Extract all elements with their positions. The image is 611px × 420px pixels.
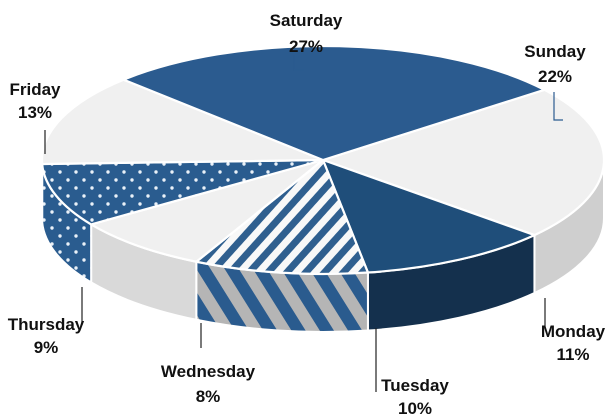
friday-value-label: 13% (18, 103, 52, 122)
tuesday-slice (195, 158, 370, 276)
saturday-value-label: 27% (289, 37, 323, 56)
pie-label-layer: Sunday 22% Monday 11% Tuesday 10% Wednesday 8% T… (8, 11, 606, 418)
wednesday-slice (90, 158, 325, 263)
sunday-leader-line (553, 92, 563, 121)
saturday-leader-line (293, 55, 304, 71)
monday-value-label: 11% (556, 345, 589, 364)
friday-label: Friday (9, 80, 61, 99)
monday-label: Monday (541, 322, 606, 341)
sunday-slice (321, 88, 606, 237)
thursday-value-label: 9% (34, 338, 59, 357)
saturday-slice (122, 44, 546, 162)
tuesday-value-label: 10% (398, 399, 432, 418)
wednesday-label: Wednesday (161, 362, 256, 381)
thursday-label: Thursday (8, 315, 85, 334)
friday-slice (40, 78, 325, 166)
monday-slice (321, 158, 536, 274)
wednesday-value-label: 8% (196, 387, 221, 406)
tuesday-label: Tuesday (381, 376, 449, 395)
sunday-label: Sunday (524, 42, 586, 61)
saturday-label: Saturday (270, 11, 343, 30)
pie-leader-layer (44, 55, 563, 392)
pie-top-layer (40, 44, 606, 276)
sunday-value-label: 22% (538, 67, 572, 86)
thursday-slice (41, 158, 325, 226)
